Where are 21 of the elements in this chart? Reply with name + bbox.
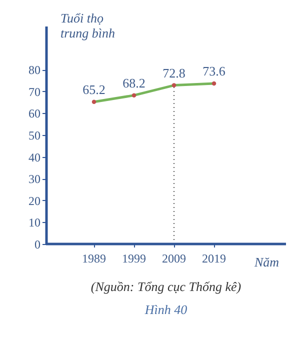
data-label: 68.2: [122, 75, 146, 90]
y-axis-title: Tuổi thọ trung bình: [60, 10, 116, 40]
y-tick-label: 10: [28, 216, 40, 230]
y-tick-label: 20: [28, 194, 40, 208]
x-axis-title: Năm: [254, 254, 280, 270]
y-tick-label: 80: [28, 63, 40, 78]
text: (Nguồn: Tổng cục Thống kê): [90, 279, 242, 294]
text: Hình 40: [144, 302, 188, 317]
data-label: 72.8: [162, 65, 186, 80]
y-tick-label: 50: [28, 128, 40, 142]
x-tick-label: 2019: [202, 252, 226, 266]
y-tick-label: 40: [28, 150, 40, 164]
x-tick-label: 1999: [122, 252, 146, 266]
data-label: 65.2: [82, 82, 106, 97]
y-tick-label: 60: [28, 106, 40, 121]
data-label: 73.6: [202, 64, 226, 79]
y-tick-label: 70: [28, 84, 40, 99]
x-tick-label: 2009: [162, 252, 186, 266]
y-tick-label: 30: [28, 172, 40, 186]
x-tick-label: 1989: [82, 252, 106, 266]
y-tick-label: 0: [34, 238, 40, 252]
